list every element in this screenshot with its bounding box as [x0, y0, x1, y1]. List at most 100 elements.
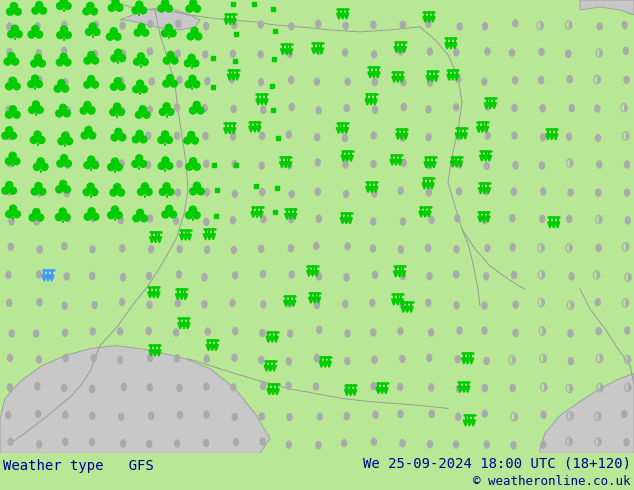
- Ellipse shape: [146, 271, 152, 280]
- Ellipse shape: [425, 105, 432, 114]
- Ellipse shape: [425, 133, 432, 142]
- Circle shape: [145, 188, 153, 196]
- Ellipse shape: [316, 272, 322, 281]
- Ellipse shape: [425, 20, 432, 28]
- Circle shape: [162, 79, 171, 88]
- Circle shape: [61, 131, 70, 140]
- Circle shape: [9, 204, 17, 213]
- Ellipse shape: [287, 413, 293, 421]
- Ellipse shape: [119, 159, 125, 168]
- Ellipse shape: [399, 133, 406, 142]
- Ellipse shape: [64, 161, 70, 169]
- Ellipse shape: [203, 218, 210, 226]
- Ellipse shape: [118, 76, 124, 85]
- Ellipse shape: [258, 78, 264, 86]
- Circle shape: [89, 22, 97, 30]
- Wedge shape: [626, 132, 629, 139]
- Circle shape: [118, 133, 126, 142]
- Ellipse shape: [145, 186, 152, 195]
- Ellipse shape: [484, 440, 490, 449]
- Ellipse shape: [398, 47, 404, 55]
- Wedge shape: [599, 49, 603, 56]
- Ellipse shape: [597, 23, 603, 31]
- Circle shape: [31, 25, 39, 33]
- Circle shape: [27, 80, 36, 88]
- Circle shape: [91, 213, 100, 221]
- Ellipse shape: [62, 78, 68, 87]
- Circle shape: [131, 6, 139, 14]
- Ellipse shape: [145, 131, 152, 140]
- Ellipse shape: [147, 20, 153, 28]
- Ellipse shape: [342, 22, 349, 30]
- Ellipse shape: [623, 75, 630, 84]
- Ellipse shape: [203, 383, 210, 391]
- Ellipse shape: [89, 412, 96, 420]
- Wedge shape: [626, 299, 629, 306]
- Circle shape: [114, 128, 122, 136]
- Ellipse shape: [36, 75, 42, 84]
- Circle shape: [133, 28, 142, 37]
- Ellipse shape: [173, 217, 179, 225]
- Circle shape: [9, 131, 17, 140]
- Ellipse shape: [456, 132, 462, 141]
- Circle shape: [55, 109, 63, 118]
- Ellipse shape: [455, 355, 461, 364]
- Circle shape: [161, 130, 169, 139]
- Ellipse shape: [89, 106, 96, 114]
- Circle shape: [137, 23, 146, 31]
- Ellipse shape: [92, 49, 98, 58]
- Circle shape: [79, 106, 88, 115]
- Circle shape: [86, 1, 94, 10]
- Circle shape: [115, 211, 123, 220]
- Circle shape: [62, 213, 70, 221]
- Circle shape: [190, 26, 198, 35]
- Ellipse shape: [512, 300, 519, 309]
- Circle shape: [139, 160, 147, 168]
- Ellipse shape: [512, 19, 519, 27]
- Circle shape: [57, 79, 65, 87]
- Wedge shape: [628, 384, 631, 391]
- Ellipse shape: [65, 106, 71, 115]
- Ellipse shape: [117, 216, 124, 224]
- Circle shape: [165, 162, 174, 170]
- Circle shape: [8, 151, 17, 160]
- Ellipse shape: [371, 355, 378, 364]
- Wedge shape: [541, 271, 545, 278]
- Ellipse shape: [174, 299, 181, 307]
- Ellipse shape: [203, 159, 209, 168]
- Ellipse shape: [429, 410, 435, 418]
- Ellipse shape: [314, 77, 320, 86]
- Ellipse shape: [174, 132, 180, 140]
- Ellipse shape: [538, 48, 545, 56]
- Wedge shape: [598, 439, 602, 445]
- Ellipse shape: [89, 385, 95, 393]
- Circle shape: [91, 56, 100, 65]
- Circle shape: [60, 25, 68, 34]
- Ellipse shape: [117, 356, 124, 364]
- Ellipse shape: [344, 242, 351, 251]
- Ellipse shape: [147, 354, 153, 362]
- Ellipse shape: [370, 21, 377, 29]
- Circle shape: [161, 29, 169, 37]
- Ellipse shape: [453, 245, 460, 254]
- Circle shape: [5, 181, 13, 189]
- Ellipse shape: [484, 47, 491, 55]
- Circle shape: [113, 77, 122, 85]
- Ellipse shape: [512, 161, 519, 170]
- Ellipse shape: [316, 106, 322, 115]
- Circle shape: [83, 56, 92, 65]
- Circle shape: [5, 111, 13, 119]
- Circle shape: [192, 211, 201, 220]
- Ellipse shape: [483, 187, 489, 196]
- Circle shape: [188, 74, 197, 83]
- Text: Weather type   GFS: Weather type GFS: [3, 459, 154, 473]
- Circle shape: [132, 135, 140, 144]
- Circle shape: [165, 4, 173, 13]
- Ellipse shape: [399, 300, 406, 309]
- Ellipse shape: [231, 21, 238, 29]
- Ellipse shape: [34, 105, 40, 114]
- Ellipse shape: [36, 270, 42, 279]
- Wedge shape: [571, 302, 574, 309]
- Ellipse shape: [314, 133, 320, 142]
- Circle shape: [162, 182, 171, 191]
